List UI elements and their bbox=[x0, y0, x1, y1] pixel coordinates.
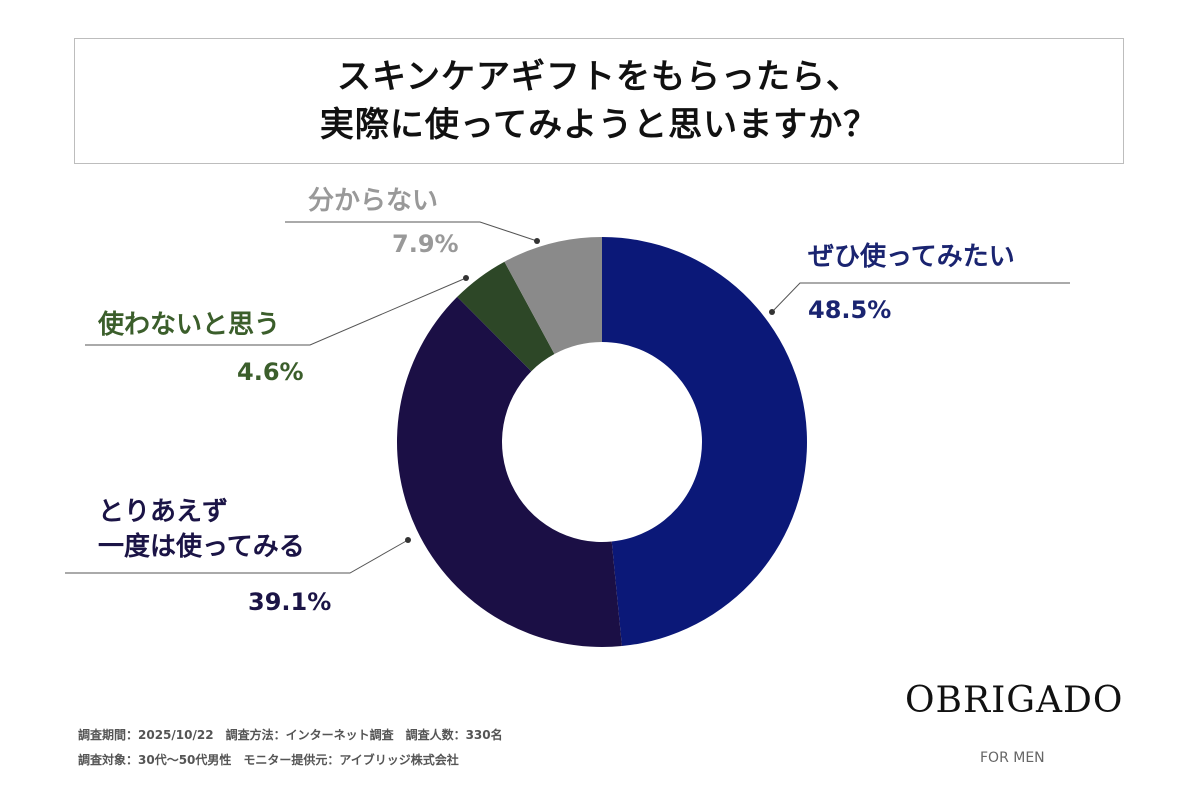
survey-info-line-1: 調査期間：2025/10/22 調査方法：インターネット調査 調査人数：330名 bbox=[78, 728, 503, 742]
survey-info-line-2: 調査対象：30代〜50代男性 モニター提供元：アイブリッジ株式会社 bbox=[78, 753, 459, 767]
slice-pct-3: 7.9% bbox=[392, 230, 459, 258]
brand-logo: OBRIGADO bbox=[905, 680, 1124, 721]
slice-pct-0: 48.5% bbox=[808, 296, 892, 324]
leader-dot-0 bbox=[769, 309, 775, 315]
leader-dot-1 bbox=[405, 537, 411, 543]
donut-slice-0 bbox=[602, 237, 807, 647]
donut-slice-2 bbox=[457, 261, 555, 372]
slice-label-2: 使わないと思う bbox=[98, 310, 281, 340]
slice-pct-1: 39.1% bbox=[248, 588, 332, 616]
donut-slice-3 bbox=[504, 237, 602, 355]
leader-line-3 bbox=[285, 221, 538, 242]
chart-title-line-1: スキンケアギフトをもらったら、 bbox=[337, 57, 861, 97]
leader-line-1 bbox=[65, 539, 409, 574]
brand-subtitle: FOR MEN bbox=[980, 750, 1045, 766]
slice-label-1a: とりあえず bbox=[98, 497, 229, 527]
leader-line-2 bbox=[85, 277, 467, 346]
donut-slice-1 bbox=[397, 296, 622, 647]
leader-line-0 bbox=[771, 282, 1070, 313]
slice-label-1b: 一度は使ってみる bbox=[98, 532, 305, 562]
slice-label-3: 分からない bbox=[308, 186, 439, 216]
slice-pct-2: 4.6% bbox=[237, 358, 304, 386]
leader-dot-2 bbox=[463, 275, 469, 281]
chart-title-line-2: 実際に使ってみようと思いますか？ bbox=[319, 105, 879, 145]
title-box: スキンケアギフトをもらったら、 実際に使ってみようと思いますか？ bbox=[74, 38, 1124, 164]
leader-dot-3 bbox=[534, 238, 540, 244]
slice-label-0: ぜひ使ってみたい bbox=[808, 242, 1015, 272]
